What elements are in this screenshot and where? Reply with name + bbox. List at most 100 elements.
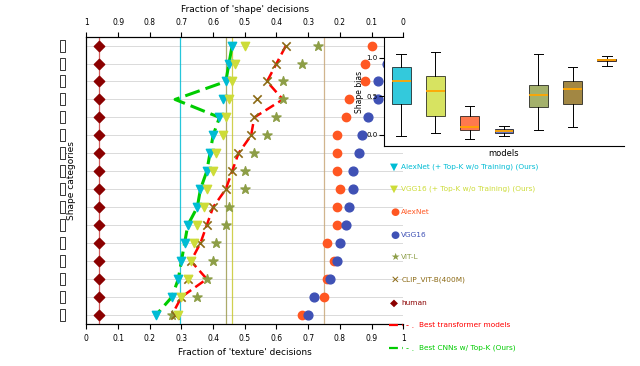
Point	[271, 115, 282, 120]
Point	[94, 43, 104, 49]
Point	[195, 240, 205, 246]
Point	[303, 312, 314, 318]
Text: AlexNet: AlexNet	[401, 209, 430, 215]
Point	[348, 186, 358, 192]
PathPatch shape	[563, 81, 582, 104]
Point	[227, 79, 237, 85]
Point	[297, 312, 307, 318]
Point	[214, 115, 225, 120]
Point	[205, 150, 215, 156]
Point	[309, 294, 319, 300]
Text: ●: ●	[390, 229, 399, 240]
Point	[208, 258, 218, 264]
Point	[94, 168, 104, 174]
Point	[208, 132, 218, 138]
Point	[366, 43, 376, 49]
Point	[167, 294, 177, 300]
Point	[202, 168, 212, 174]
Point	[94, 132, 104, 138]
Point	[332, 150, 342, 156]
Point	[94, 204, 104, 210]
Point	[348, 168, 358, 174]
Point	[354, 150, 364, 156]
Point	[94, 61, 104, 67]
Point	[388, 43, 399, 49]
Point	[239, 43, 250, 49]
Point	[312, 43, 323, 49]
Point	[341, 115, 351, 120]
Point	[170, 312, 180, 318]
X-axis label: Fraction of 'texture' decisions: Fraction of 'texture' decisions	[178, 348, 312, 357]
Point	[341, 222, 351, 228]
Point	[344, 97, 355, 102]
Text: - .: - .	[406, 321, 415, 330]
Point	[177, 294, 187, 300]
Point	[234, 150, 244, 156]
Point	[335, 240, 345, 246]
PathPatch shape	[495, 130, 513, 132]
Point	[177, 258, 187, 264]
Point	[94, 312, 104, 318]
Point	[221, 79, 231, 85]
Point	[218, 97, 228, 102]
Text: VGG16: VGG16	[401, 232, 427, 238]
Point	[262, 79, 272, 85]
Point	[221, 115, 231, 120]
PathPatch shape	[392, 67, 411, 104]
Point	[322, 240, 332, 246]
Point	[230, 61, 241, 67]
Point	[372, 79, 383, 85]
Text: human: human	[401, 300, 427, 306]
Point	[177, 294, 187, 300]
Point	[179, 240, 189, 246]
Point	[208, 168, 218, 174]
Text: ViT-L: ViT-L	[401, 254, 419, 260]
Point	[202, 222, 212, 228]
Point	[189, 240, 199, 246]
Point	[94, 150, 104, 156]
Point	[249, 150, 259, 156]
X-axis label: models: models	[489, 149, 519, 158]
Point	[173, 312, 184, 318]
Point	[224, 61, 234, 67]
Point	[211, 240, 221, 246]
Point	[224, 97, 234, 102]
Text: AlexNet (+ Top-K w/o Training) (Ours): AlexNet (+ Top-K w/o Training) (Ours)	[401, 163, 539, 170]
Point	[281, 43, 291, 49]
Text: Best transformer models: Best transformer models	[419, 322, 511, 328]
Point	[202, 186, 212, 192]
Point	[94, 240, 104, 246]
Point	[192, 294, 202, 300]
Point	[94, 258, 104, 264]
PathPatch shape	[426, 76, 445, 116]
Point	[182, 276, 193, 282]
Point	[186, 258, 196, 264]
Point	[319, 294, 329, 300]
Point	[335, 186, 345, 192]
Y-axis label: Shape categories: Shape categories	[67, 141, 76, 220]
Text: CLIP_ViT-B(400M): CLIP_ViT-B(400M)	[401, 277, 465, 283]
Point	[167, 312, 177, 318]
Point	[208, 204, 218, 210]
Point	[262, 132, 272, 138]
PathPatch shape	[529, 86, 548, 107]
Text: VGG16 (+ Top-K w/o Training) (Ours): VGG16 (+ Top-K w/o Training) (Ours)	[401, 186, 536, 193]
Point	[278, 97, 288, 102]
Point	[328, 258, 339, 264]
Point	[94, 97, 104, 102]
Text: ◆: ◆	[390, 298, 398, 308]
Y-axis label: Shape bias: Shape bias	[355, 71, 364, 113]
PathPatch shape	[597, 59, 616, 61]
Point	[271, 61, 282, 67]
Text: ▼: ▼	[390, 184, 398, 194]
Point	[192, 222, 202, 228]
Point	[239, 168, 250, 174]
Point	[94, 186, 104, 192]
X-axis label: Fraction of 'shape' decisions: Fraction of 'shape' decisions	[180, 5, 308, 14]
Point	[332, 168, 342, 174]
Point	[211, 150, 221, 156]
Point	[332, 258, 342, 264]
Point	[182, 222, 193, 228]
Point	[297, 61, 307, 67]
Point	[227, 168, 237, 174]
